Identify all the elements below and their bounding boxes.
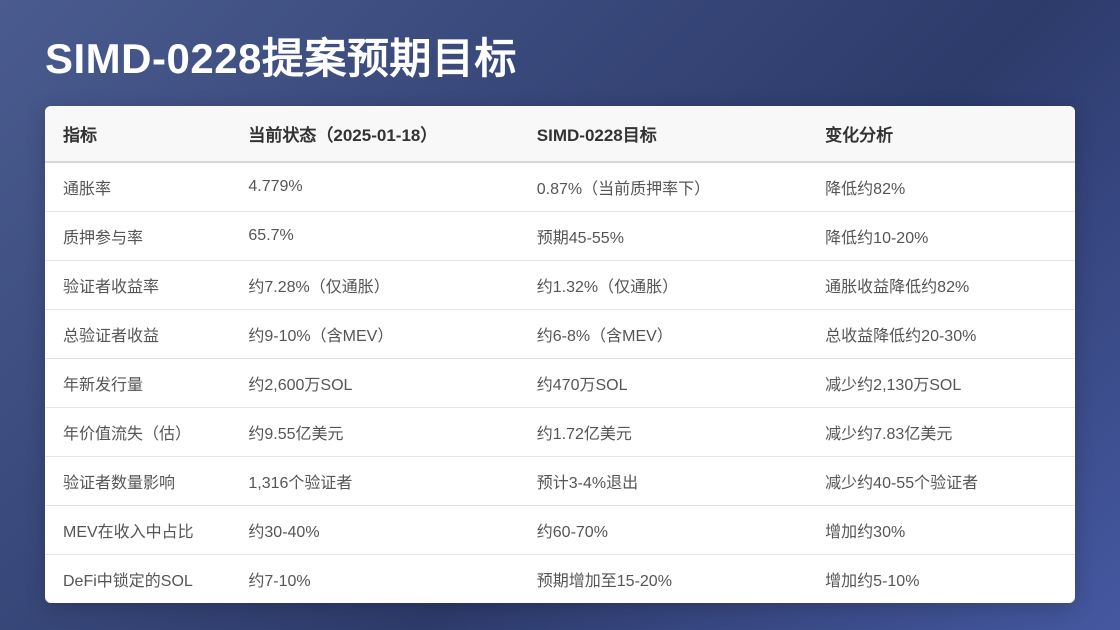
cell-current: 约9-10%（含MEV）	[230, 310, 518, 359]
table-row: 质押参与率 65.7% 预期45-55% 降低约10-20%	[45, 212, 1075, 261]
cell-target: 约60-70%	[519, 506, 807, 555]
cell-metric: DeFi中锁定的SOL	[45, 555, 230, 604]
column-header-analysis: 变化分析	[807, 106, 1075, 162]
page-title: SIMD-0228提案预期目标	[0, 0, 1120, 106]
cell-current: 约9.55亿美元	[230, 408, 518, 457]
table-row: 通胀率 4.779% 0.87%（当前质押率下） 降低约82%	[45, 162, 1075, 212]
table-body: 通胀率 4.779% 0.87%（当前质押率下） 降低约82% 质押参与率 65…	[45, 162, 1075, 603]
cell-target: 0.87%（当前质押率下）	[519, 162, 807, 212]
cell-metric: 年新发行量	[45, 359, 230, 408]
table-row: MEV在收入中占比 约30-40% 约60-70% 增加约30%	[45, 506, 1075, 555]
cell-current: 65.7%	[230, 212, 518, 261]
table-row: 年新发行量 约2,600万SOL 约470万SOL 减少约2,130万SOL	[45, 359, 1075, 408]
cell-target: 约470万SOL	[519, 359, 807, 408]
table-container: 指标 当前状态（2025-01-18） SIMD-0228目标 变化分析 通胀率…	[45, 106, 1075, 603]
cell-metric: 通胀率	[45, 162, 230, 212]
table-row: 年价值流失（估） 约9.55亿美元 约1.72亿美元 减少约7.83亿美元	[45, 408, 1075, 457]
cell-analysis: 减少约7.83亿美元	[807, 408, 1075, 457]
proposal-table: 指标 当前状态（2025-01-18） SIMD-0228目标 变化分析 通胀率…	[45, 106, 1075, 603]
cell-target: 预计3-4%退出	[519, 457, 807, 506]
cell-analysis: 降低约10-20%	[807, 212, 1075, 261]
cell-current: 约2,600万SOL	[230, 359, 518, 408]
cell-metric: 验证者数量影响	[45, 457, 230, 506]
cell-target: 预期增加至15-20%	[519, 555, 807, 604]
cell-target: 预期45-55%	[519, 212, 807, 261]
cell-metric: 总验证者收益	[45, 310, 230, 359]
cell-target: 约1.32%（仅通胀）	[519, 261, 807, 310]
cell-metric: MEV在收入中占比	[45, 506, 230, 555]
cell-metric: 质押参与率	[45, 212, 230, 261]
cell-current: 约30-40%	[230, 506, 518, 555]
cell-analysis: 总收益降低约20-30%	[807, 310, 1075, 359]
cell-current: 约7-10%	[230, 555, 518, 604]
cell-analysis: 减少约40-55个验证者	[807, 457, 1075, 506]
cell-metric: 年价值流失（估）	[45, 408, 230, 457]
cell-analysis: 减少约2,130万SOL	[807, 359, 1075, 408]
column-header-target: SIMD-0228目标	[519, 106, 807, 162]
cell-metric: 验证者收益率	[45, 261, 230, 310]
cell-target: 约1.72亿美元	[519, 408, 807, 457]
table-row: 验证者数量影响 1,316个验证者 预计3-4%退出 减少约40-55个验证者	[45, 457, 1075, 506]
table-header-row: 指标 当前状态（2025-01-18） SIMD-0228目标 变化分析	[45, 106, 1075, 162]
cell-analysis: 增加约30%	[807, 506, 1075, 555]
column-header-current: 当前状态（2025-01-18）	[230, 106, 518, 162]
cell-analysis: 降低约82%	[807, 162, 1075, 212]
table-row: 总验证者收益 约9-10%（含MEV） 约6-8%（含MEV） 总收益降低约20…	[45, 310, 1075, 359]
cell-analysis: 通胀收益降低约82%	[807, 261, 1075, 310]
cell-current: 1,316个验证者	[230, 457, 518, 506]
cell-current: 约7.28%（仅通胀）	[230, 261, 518, 310]
cell-target: 约6-8%（含MEV）	[519, 310, 807, 359]
table-row: 验证者收益率 约7.28%（仅通胀） 约1.32%（仅通胀） 通胀收益降低约82…	[45, 261, 1075, 310]
cell-current: 4.779%	[230, 162, 518, 212]
column-header-metric: 指标	[45, 106, 230, 162]
table-row: DeFi中锁定的SOL 约7-10% 预期增加至15-20% 增加约5-10%	[45, 555, 1075, 604]
cell-analysis: 增加约5-10%	[807, 555, 1075, 604]
